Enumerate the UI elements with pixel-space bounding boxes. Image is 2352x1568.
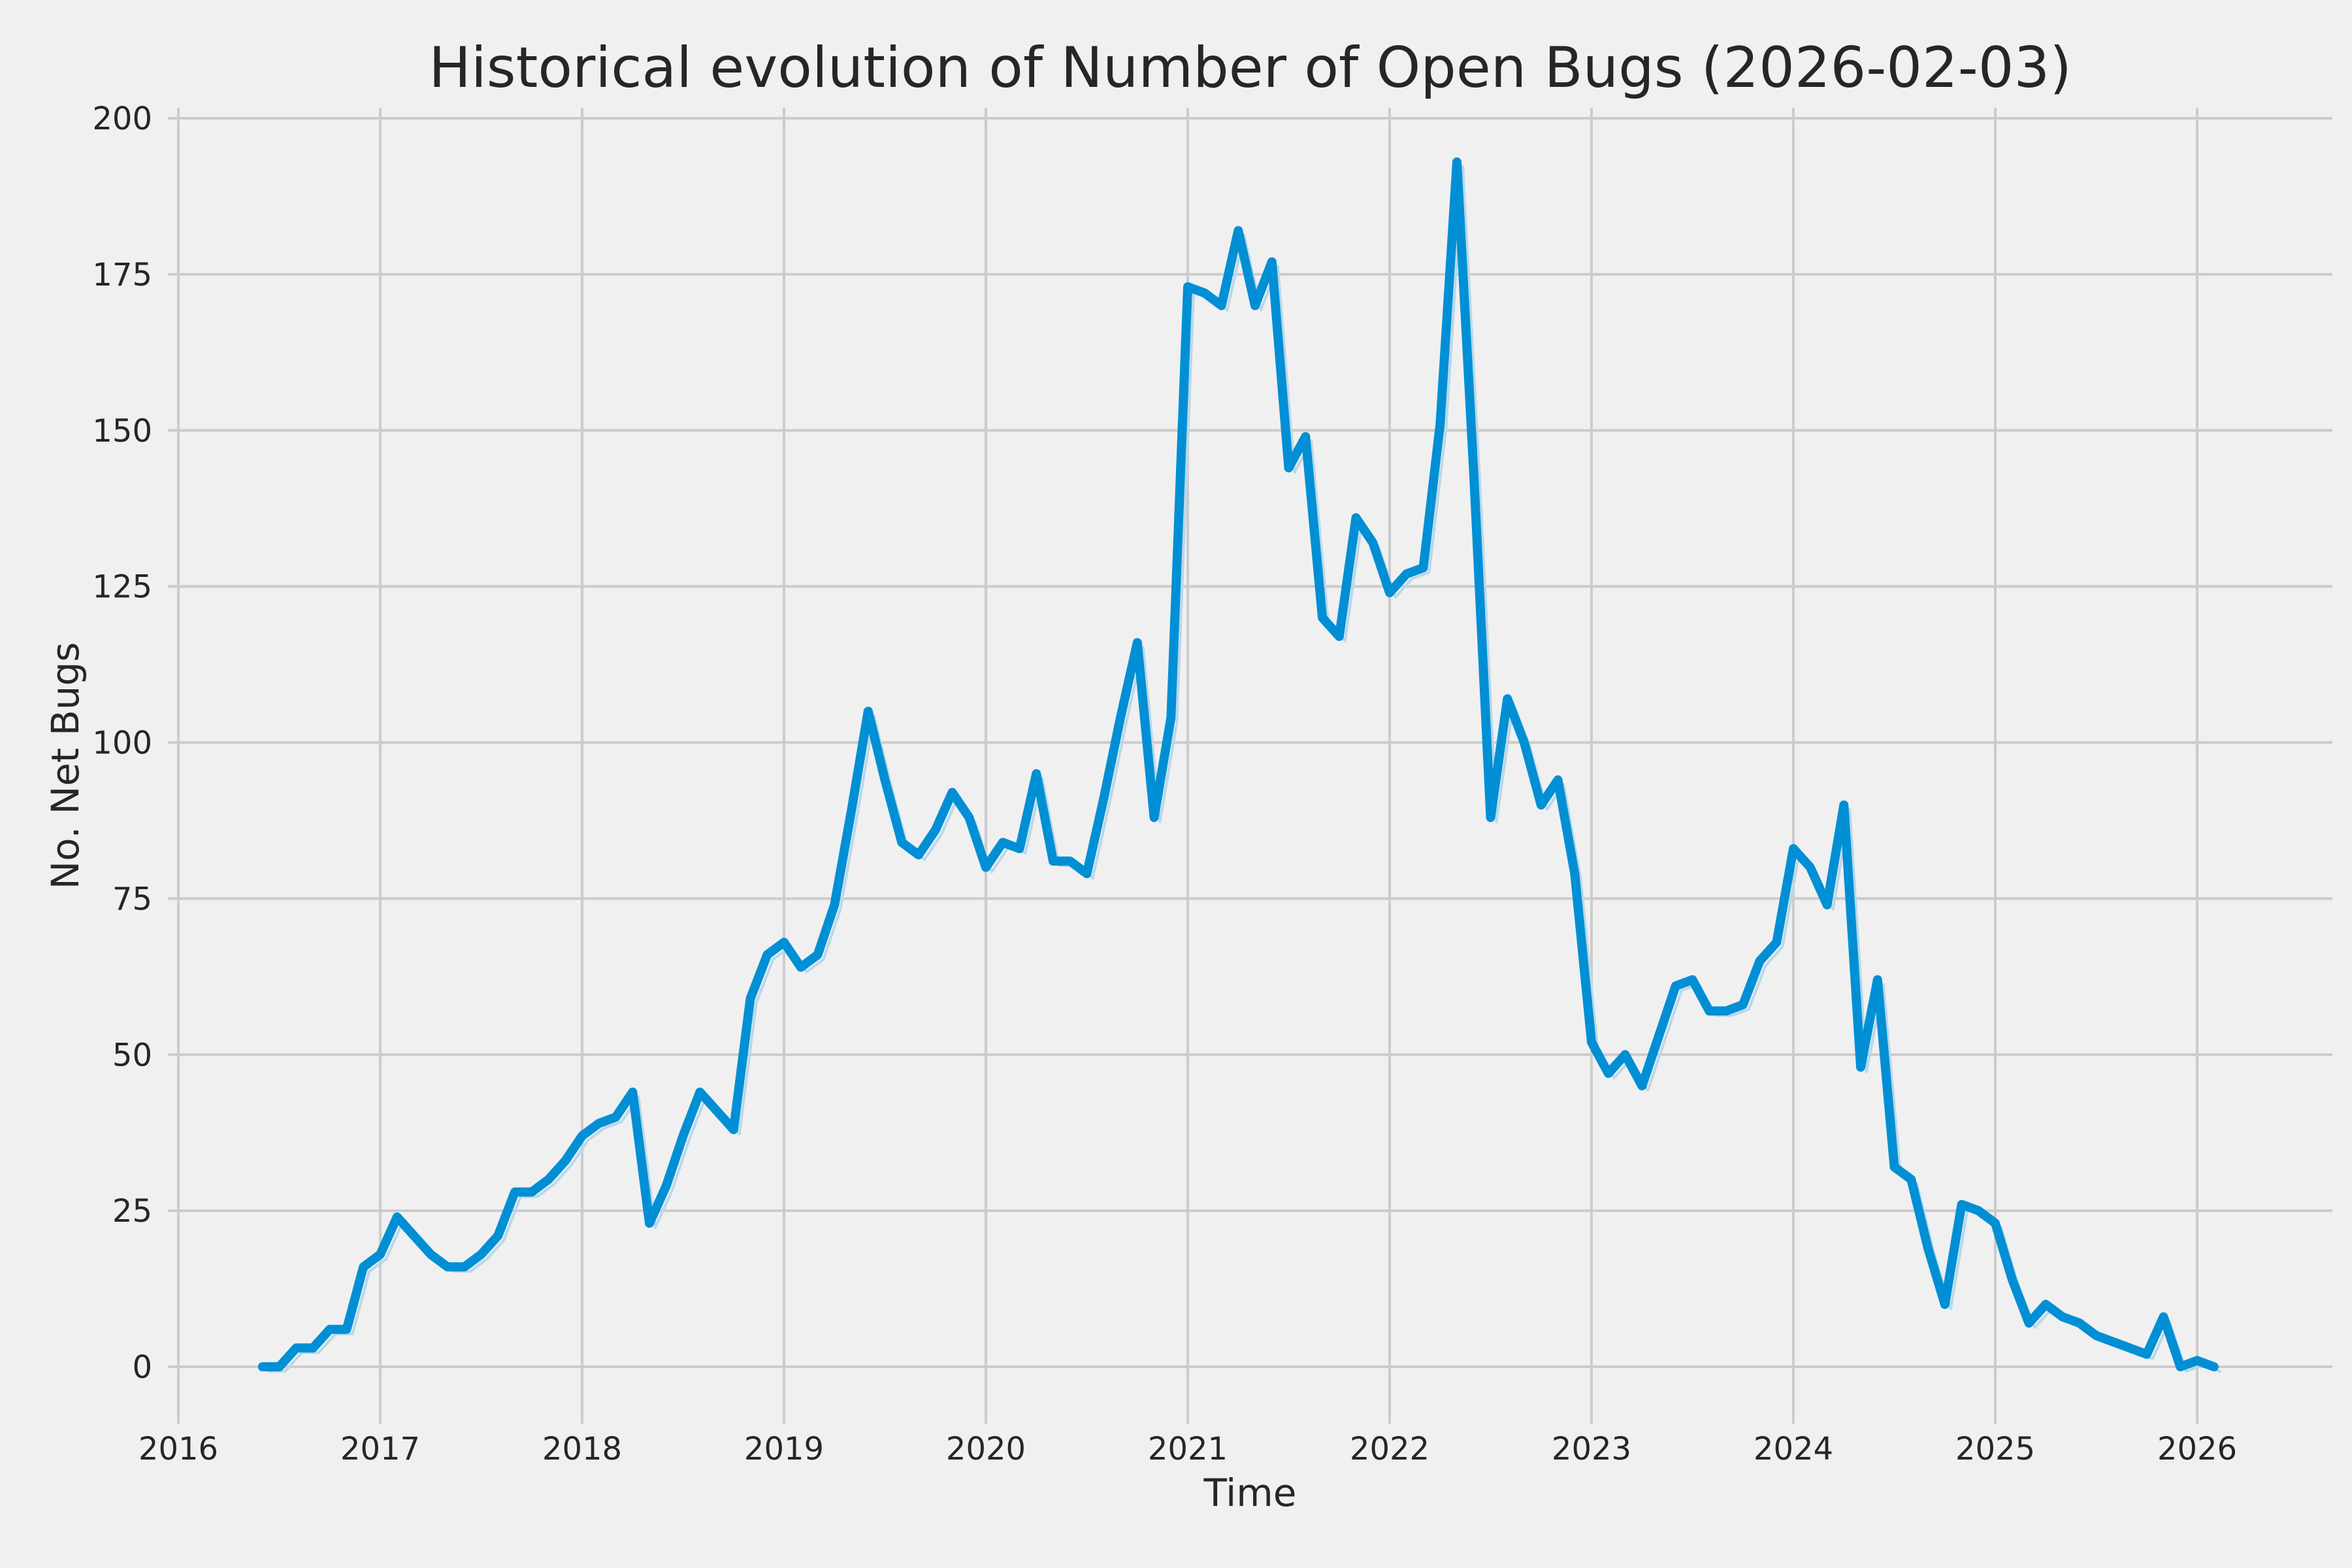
y-tick-label: 50 bbox=[112, 1037, 152, 1073]
x-axis-label: Time bbox=[1203, 1471, 1297, 1515]
x-tick-label: 2021 bbox=[1148, 1431, 1228, 1467]
y-tick-label: 150 bbox=[92, 413, 152, 449]
x-tick-label: 2025 bbox=[1955, 1431, 2035, 1467]
x-tick-label: 2024 bbox=[1754, 1431, 1833, 1467]
y-tick-label: 100 bbox=[92, 725, 152, 762]
x-tick-label: 2026 bbox=[2157, 1431, 2237, 1467]
x-tick-label: 2017 bbox=[340, 1431, 420, 1467]
y-tick-label: 0 bbox=[132, 1349, 152, 1386]
x-tick-label: 2022 bbox=[1350, 1431, 1429, 1467]
y-tick-label: 175 bbox=[92, 257, 152, 293]
x-tick-label: 2016 bbox=[139, 1431, 218, 1467]
series-line bbox=[257, 157, 2219, 1371]
series-echo-line bbox=[267, 165, 2221, 1373]
y-tick-label: 125 bbox=[92, 569, 152, 606]
y-axis-label: No. Net Bugs bbox=[43, 642, 88, 890]
chart-title: Historical evolution of Number of Open B… bbox=[429, 35, 2072, 101]
x-tick-label: 2023 bbox=[1552, 1431, 1631, 1467]
x-tick-label: 2019 bbox=[744, 1431, 824, 1467]
y-tick-label: 200 bbox=[92, 101, 152, 137]
y-tick-label: 25 bbox=[112, 1193, 152, 1230]
y-tick-label: 75 bbox=[112, 881, 152, 917]
x-tick-label: 2018 bbox=[542, 1431, 622, 1467]
x-tick-label: 2020 bbox=[946, 1431, 1026, 1467]
